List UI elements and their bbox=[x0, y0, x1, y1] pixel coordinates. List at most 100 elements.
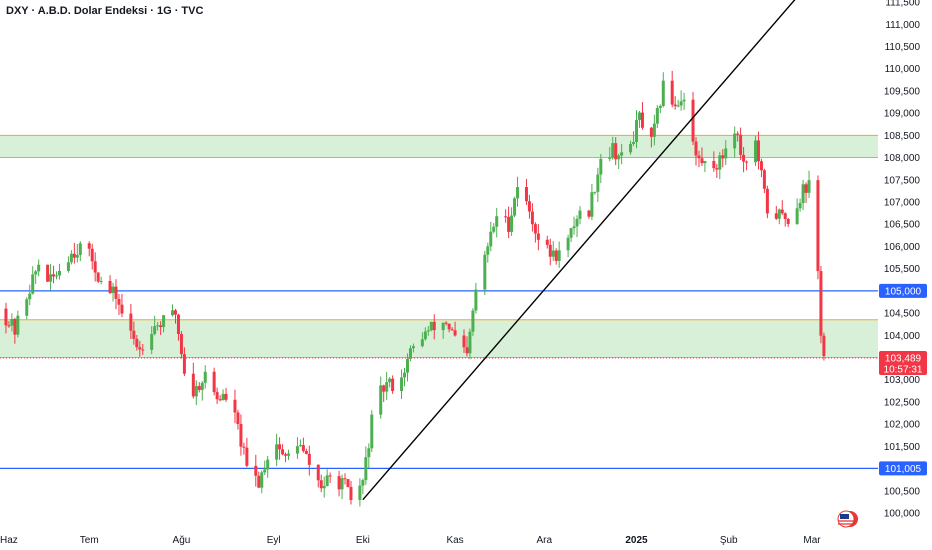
candle-body bbox=[590, 192, 594, 217]
level-price-label: 101,005 bbox=[885, 464, 922, 475]
candle-body bbox=[13, 318, 17, 335]
candle-body bbox=[608, 157, 612, 159]
y-tick-label: 102,000 bbox=[884, 420, 921, 431]
candle-body bbox=[486, 246, 490, 255]
candle-body bbox=[87, 243, 91, 249]
candle-body bbox=[661, 80, 665, 106]
time-axis[interactable]: Haz Tem Ağu Eyl Eki Kas Ara 2025 Şub Mar bbox=[0, 535, 821, 546]
candle-body bbox=[236, 412, 240, 425]
candle-body bbox=[239, 424, 243, 447]
trendline-layer[interactable] bbox=[362, 0, 812, 501]
candle-body bbox=[138, 347, 142, 350]
candle-body bbox=[129, 313, 133, 331]
candle-body bbox=[533, 224, 537, 234]
candle-body bbox=[447, 323, 451, 330]
candle-body bbox=[117, 298, 121, 305]
candle-body bbox=[34, 271, 38, 275]
candle-body bbox=[278, 444, 282, 450]
x-tick-label: Ağu bbox=[173, 535, 191, 546]
last-price-tag bbox=[879, 350, 927, 375]
candle-body bbox=[135, 338, 139, 348]
candle-body bbox=[78, 243, 82, 256]
y-tick-label: 109,000 bbox=[884, 109, 921, 120]
y-tick-label: 100,000 bbox=[884, 509, 921, 520]
candle-body bbox=[551, 250, 555, 257]
candle-body bbox=[807, 180, 811, 193]
candle-body bbox=[349, 486, 353, 500]
candle-body bbox=[474, 289, 478, 311]
x-tick-label: Eyl bbox=[267, 535, 281, 546]
candle-body bbox=[715, 168, 719, 170]
candle-body bbox=[739, 134, 743, 155]
candle-body bbox=[281, 449, 285, 455]
y-tick-label: 108,500 bbox=[884, 131, 921, 142]
y-tick-label: 108,000 bbox=[884, 153, 921, 164]
candle-body bbox=[676, 105, 680, 107]
level-price-label: 105,000 bbox=[885, 286, 922, 297]
candle-body bbox=[507, 216, 511, 232]
candle-body bbox=[55, 275, 59, 277]
price-axis[interactable]: 100,000100,500101,000101,500102,000102,5… bbox=[884, 0, 921, 520]
candle-body bbox=[441, 322, 445, 331]
candle-body bbox=[403, 372, 407, 378]
candle-body bbox=[712, 160, 716, 169]
candle-body bbox=[777, 209, 781, 219]
candle-body bbox=[652, 123, 656, 137]
candle-body bbox=[783, 213, 787, 219]
candle-body bbox=[816, 180, 820, 272]
candle-body bbox=[382, 385, 386, 392]
candle-body bbox=[798, 202, 802, 209]
candle-body bbox=[343, 478, 347, 480]
candle-body bbox=[173, 310, 177, 315]
candle-body bbox=[423, 331, 427, 340]
candle-body bbox=[405, 358, 409, 373]
candle-body bbox=[504, 216, 508, 218]
us-flag-icon[interactable] bbox=[837, 510, 858, 528]
candle-body bbox=[25, 299, 29, 316]
candle-body bbox=[233, 399, 237, 413]
candle-body bbox=[316, 464, 320, 481]
countdown-label: 10:57:31 bbox=[884, 364, 923, 375]
candle-body bbox=[287, 453, 291, 456]
x-tick-label: Ara bbox=[537, 535, 553, 546]
candle-body bbox=[795, 208, 799, 225]
candle-body bbox=[379, 385, 383, 415]
candle-body bbox=[364, 457, 368, 481]
candle-body bbox=[649, 127, 653, 137]
candle-body bbox=[266, 459, 270, 470]
candle-body bbox=[176, 314, 180, 335]
zone-fill bbox=[0, 319, 878, 358]
candle-body bbox=[721, 155, 725, 159]
candle-body bbox=[307, 453, 311, 465]
trendline[interactable] bbox=[362, 0, 812, 501]
candle-body bbox=[756, 140, 760, 162]
candle-body bbox=[745, 161, 749, 163]
candle-body bbox=[75, 255, 79, 258]
candle-body bbox=[691, 99, 695, 142]
candle-body bbox=[162, 315, 166, 328]
candle-body bbox=[780, 209, 784, 214]
candle-body bbox=[221, 393, 225, 401]
candle-body bbox=[96, 272, 100, 282]
y-tick-label: 101,500 bbox=[884, 442, 921, 453]
candle-body bbox=[804, 184, 808, 193]
x-tick-label: Eki bbox=[356, 535, 370, 546]
candle-body bbox=[245, 447, 249, 466]
y-tick-label: 106,000 bbox=[884, 242, 921, 253]
candle-body bbox=[260, 472, 264, 488]
candle-body bbox=[284, 454, 288, 456]
candle-body bbox=[215, 392, 219, 400]
candle-body bbox=[554, 250, 558, 261]
candle-body bbox=[545, 239, 549, 245]
x-tick-label: Haz bbox=[0, 535, 18, 546]
candle-body bbox=[242, 446, 246, 448]
x-tick-label: Kas bbox=[446, 535, 463, 546]
x-tick-label: Şub bbox=[720, 535, 738, 546]
candle-body bbox=[753, 140, 757, 163]
candle-body bbox=[611, 143, 615, 158]
candle-body bbox=[203, 371, 207, 383]
candle-body bbox=[432, 321, 436, 331]
candle-body bbox=[516, 187, 520, 199]
candle-body bbox=[765, 188, 769, 214]
